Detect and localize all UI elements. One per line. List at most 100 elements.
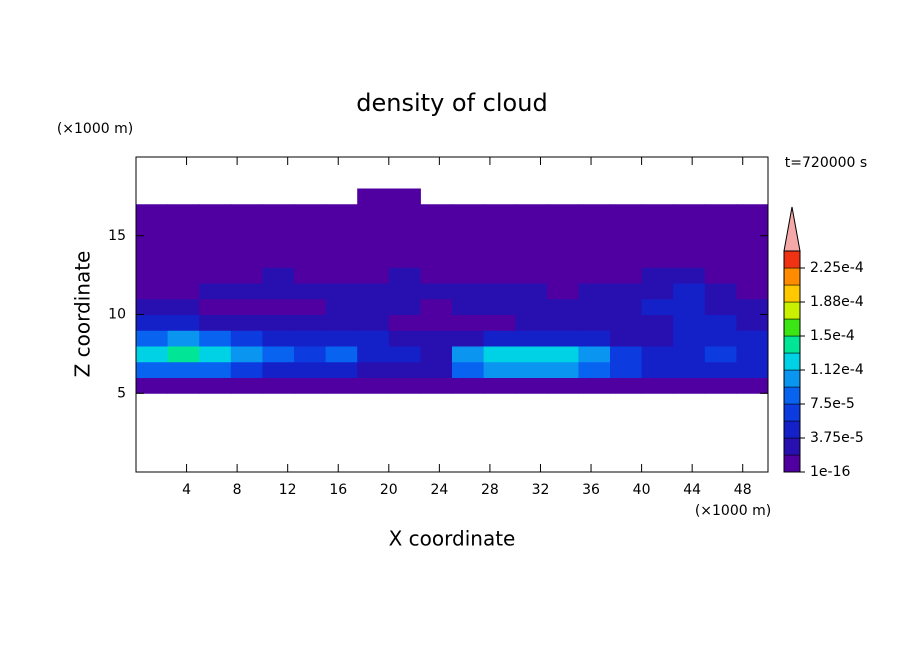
contour-cell [641,361,674,378]
contour-cell [515,204,548,221]
contour-cell [452,235,485,252]
contour-cell [704,377,737,394]
contour-cell [325,283,358,300]
contour-cell [230,361,263,378]
contour-cell [388,298,421,315]
contour-cell [704,235,737,252]
contour-cell [357,220,390,237]
annotation: t=720000 s [785,155,867,171]
contour-cell [673,314,706,331]
colorbar-band [783,369,801,388]
contour-cell [610,330,643,347]
contour-cell [578,220,611,237]
contour-cell [483,298,516,315]
contour-cell [230,314,263,331]
x-tick-label: 48 [734,482,752,498]
contour-cell [704,314,737,331]
colorbar-tick-label: 2.25e-4 [810,260,864,276]
contour-cell [262,220,295,237]
contour-cell [546,314,579,331]
contour-cell [673,220,706,237]
colorbar-band [783,250,801,269]
y-axis-label: Z coordinate [71,251,95,378]
contour-cell [230,267,263,284]
contour-cell [483,251,516,268]
contour-cell [167,346,200,363]
contour-cell [452,330,485,347]
colorbar-tick-label: 7.5e-5 [810,396,855,412]
y-unit: (×1000 m) [57,121,133,137]
contour-cell [515,314,548,331]
contour-cell [199,251,232,268]
contour-cell [357,346,390,363]
contour-cell [673,235,706,252]
contour-cell [357,283,390,300]
contour-cell [704,330,737,347]
contour-cell [420,330,453,347]
contour-cell [483,235,516,252]
contour-cell [515,298,548,315]
contour-cell [294,361,327,378]
contour-cell [230,220,263,237]
chart-title: density of cloud [356,89,547,117]
contour-cell [610,377,643,394]
contour-cell [420,267,453,284]
contour-cell [704,283,737,300]
x-tick-label: 44 [683,482,701,498]
contour-cell [452,283,485,300]
contour-cell [167,330,200,347]
contour-cell [420,283,453,300]
contour-cell [357,188,390,205]
contour-cell [294,346,327,363]
x-tick-label: 24 [430,482,448,498]
contour-cell [641,346,674,363]
contour-cell [452,361,485,378]
contour-cell [452,377,485,394]
contour-cell [230,204,263,221]
contour-cell [483,267,516,284]
y-tick-label: 15 [108,228,126,244]
contour-cell [736,298,769,315]
contour-cell [199,283,232,300]
contour-cell [230,330,263,347]
contour-cell [452,298,485,315]
contour-cell [673,377,706,394]
contour-cell [167,377,200,394]
contour-cell [515,361,548,378]
contour-cell [736,377,769,394]
field [136,188,769,394]
contour-cell [388,361,421,378]
contour-cell [578,377,611,394]
contour-cell [483,330,516,347]
x-tick-label: 12 [279,482,297,498]
colorbar-band [783,335,801,354]
contour-cell [325,377,358,394]
contour-cell [325,314,358,331]
contour-cell [167,220,200,237]
contour-cell [420,220,453,237]
contour-cell [578,283,611,300]
contour-cell [515,283,548,300]
y-tick-label: 5 [117,385,126,401]
contour-cell [357,298,390,315]
contour-cell [294,204,327,221]
contour-cell [673,204,706,221]
colorbar-band [783,352,801,371]
contour-cell [294,377,327,394]
x-unit: (×1000 m) [695,503,771,519]
contour-cell [578,346,611,363]
contour-cell [388,377,421,394]
contour-cell [325,361,358,378]
x-tick-label: 16 [329,482,347,498]
contour-cell [452,267,485,284]
contour-cell [136,361,169,378]
contour-cell [546,220,579,237]
contour-cell [136,298,169,315]
contour-cell [199,314,232,331]
contour-cell [578,251,611,268]
contour-cell [388,220,421,237]
contour-cell [610,361,643,378]
colorbar-band [783,267,801,286]
contour-cell [546,251,579,268]
contour-cell [641,251,674,268]
